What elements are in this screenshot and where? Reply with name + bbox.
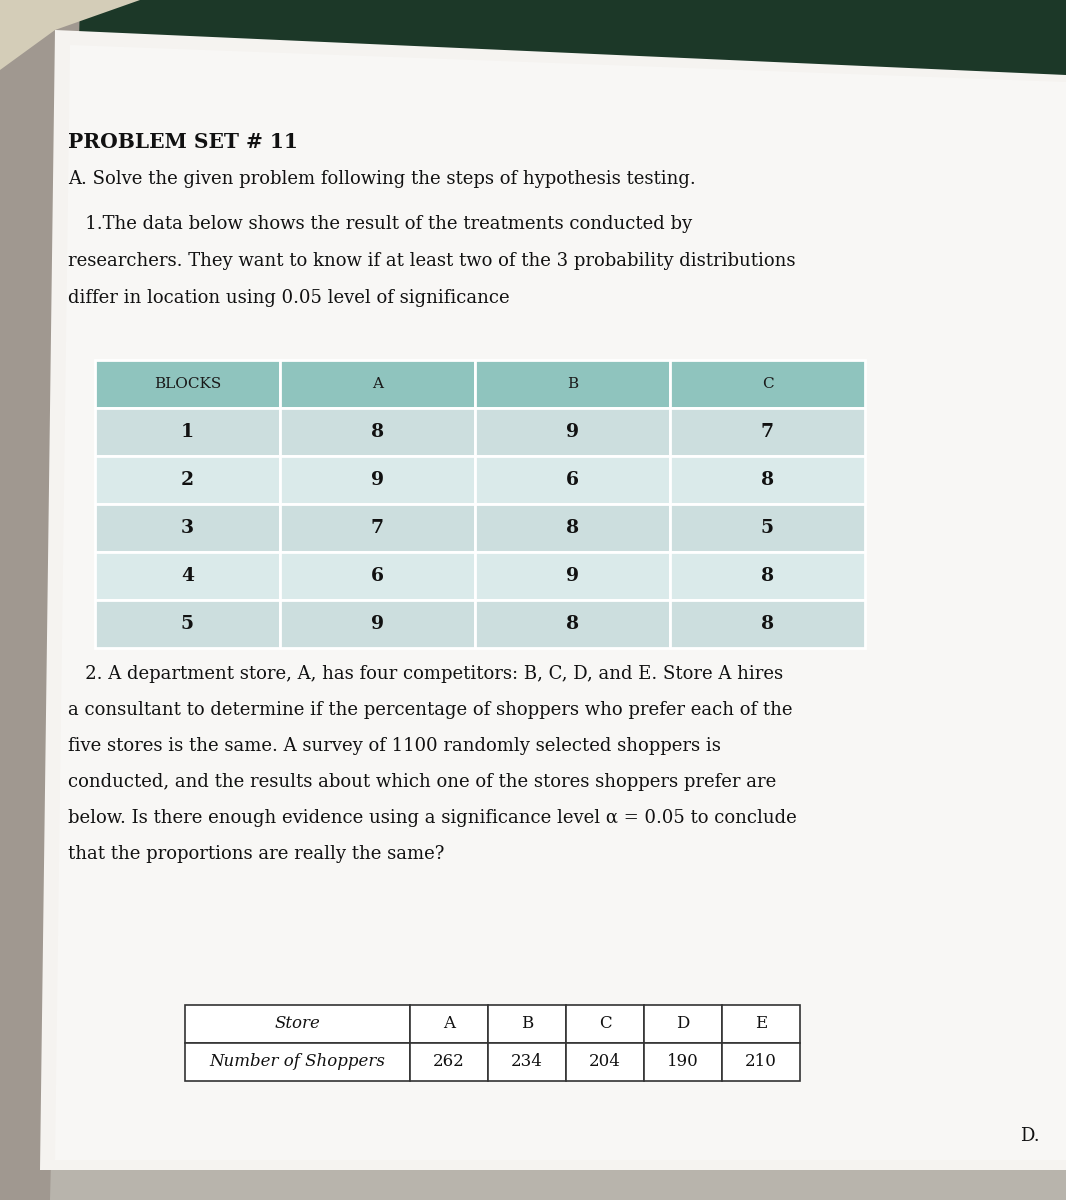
Text: 8: 8 [566, 614, 579, 634]
Text: differ in location using 0.05 level of significance: differ in location using 0.05 level of s… [68, 289, 510, 307]
Text: B: B [567, 377, 578, 391]
Bar [95, 504, 280, 552]
Text: 3: 3 [181, 518, 194, 538]
Text: D: D [676, 1015, 690, 1032]
Bar [722, 1006, 800, 1043]
Text: A. Solve the given problem following the steps of hypothesis testing.: A. Solve the given problem following the… [68, 170, 696, 188]
Bar [671, 408, 865, 456]
Text: B: B [521, 1015, 533, 1032]
Bar [644, 1043, 722, 1081]
Bar [475, 408, 671, 456]
Bar [280, 600, 475, 648]
Text: 1: 1 [181, 422, 194, 440]
Polygon shape [41, 30, 1066, 1170]
Text: 9: 9 [371, 614, 384, 634]
Text: researchers. They want to know if at least two of the 3 probability distribution: researchers. They want to know if at lea… [68, 252, 795, 270]
Text: 4: 4 [181, 566, 194, 584]
Polygon shape [0, 0, 1066, 80]
Text: below. Is there enough evidence using a significance level α = 0.05 to conclude: below. Is there enough evidence using a … [68, 809, 796, 827]
Text: 7: 7 [371, 518, 384, 538]
Text: 6: 6 [371, 566, 384, 584]
Bar [475, 504, 671, 552]
Bar [475, 600, 671, 648]
Text: a consultant to determine if the percentage of shoppers who prefer each of the: a consultant to determine if the percent… [68, 701, 792, 719]
Bar [95, 360, 280, 408]
Bar [671, 552, 865, 600]
Polygon shape [0, 0, 140, 70]
Bar [475, 456, 671, 504]
Text: 8: 8 [761, 470, 774, 490]
Bar [475, 552, 671, 600]
Text: A: A [443, 1015, 455, 1032]
Text: 9: 9 [371, 470, 384, 490]
Text: C: C [599, 1015, 611, 1032]
Bar [95, 456, 280, 504]
Text: 190: 190 [667, 1054, 699, 1070]
Bar [671, 360, 865, 408]
Bar [95, 600, 280, 648]
Text: conducted, and the results about which one of the stores shoppers prefer are: conducted, and the results about which o… [68, 773, 776, 791]
Bar [280, 456, 475, 504]
Text: 210: 210 [745, 1054, 777, 1070]
Bar [566, 1043, 644, 1081]
Bar [185, 1006, 410, 1043]
Text: 8: 8 [566, 518, 579, 538]
Bar [410, 1006, 488, 1043]
Text: 9: 9 [566, 566, 579, 584]
Text: 7: 7 [761, 422, 774, 440]
Text: PROBLEM SET # 11: PROBLEM SET # 11 [68, 132, 297, 152]
Text: five stores is the same. A survey of 1100 randomly selected shoppers is: five stores is the same. A survey of 110… [68, 737, 721, 755]
Text: 204: 204 [589, 1054, 620, 1070]
Bar [488, 1006, 566, 1043]
Text: Store: Store [275, 1015, 321, 1032]
Text: 8: 8 [761, 566, 774, 584]
Text: BLOCKS: BLOCKS [154, 377, 221, 391]
Text: 2. A department store, A, has four competitors: B, C, D, and E. Store A hires: 2. A department store, A, has four compe… [68, 665, 784, 683]
Text: E: E [755, 1015, 768, 1032]
Bar [566, 1006, 644, 1043]
Bar [95, 408, 280, 456]
Text: 262: 262 [433, 1054, 465, 1070]
Bar [280, 504, 475, 552]
Bar [488, 1043, 566, 1081]
Bar [410, 1043, 488, 1081]
Text: that the proportions are really the same?: that the proportions are really the same… [68, 845, 445, 863]
Polygon shape [55, 44, 1066, 1160]
Bar [722, 1043, 800, 1081]
Text: 1.The data below shows the result of the treatments conducted by: 1.The data below shows the result of the… [68, 215, 692, 233]
Text: 6: 6 [566, 470, 579, 490]
Text: 5: 5 [761, 518, 774, 538]
Bar [280, 552, 475, 600]
Bar [280, 360, 475, 408]
Text: 5: 5 [181, 614, 194, 634]
Text: D.: D. [1020, 1127, 1040, 1145]
Text: 8: 8 [371, 422, 384, 440]
Bar [280, 408, 475, 456]
Bar [671, 456, 865, 504]
Bar [671, 504, 865, 552]
Polygon shape [0, 0, 80, 1200]
Bar [95, 552, 280, 600]
Text: 9: 9 [566, 422, 579, 440]
Text: 2: 2 [181, 470, 194, 490]
Text: 234: 234 [511, 1054, 543, 1070]
Bar [671, 600, 865, 648]
Text: A: A [372, 377, 383, 391]
Text: Number of Shoppers: Number of Shoppers [210, 1054, 386, 1070]
Bar [475, 360, 671, 408]
Text: C: C [762, 377, 773, 391]
Bar [185, 1043, 410, 1081]
Text: 8: 8 [761, 614, 774, 634]
Bar [644, 1006, 722, 1043]
